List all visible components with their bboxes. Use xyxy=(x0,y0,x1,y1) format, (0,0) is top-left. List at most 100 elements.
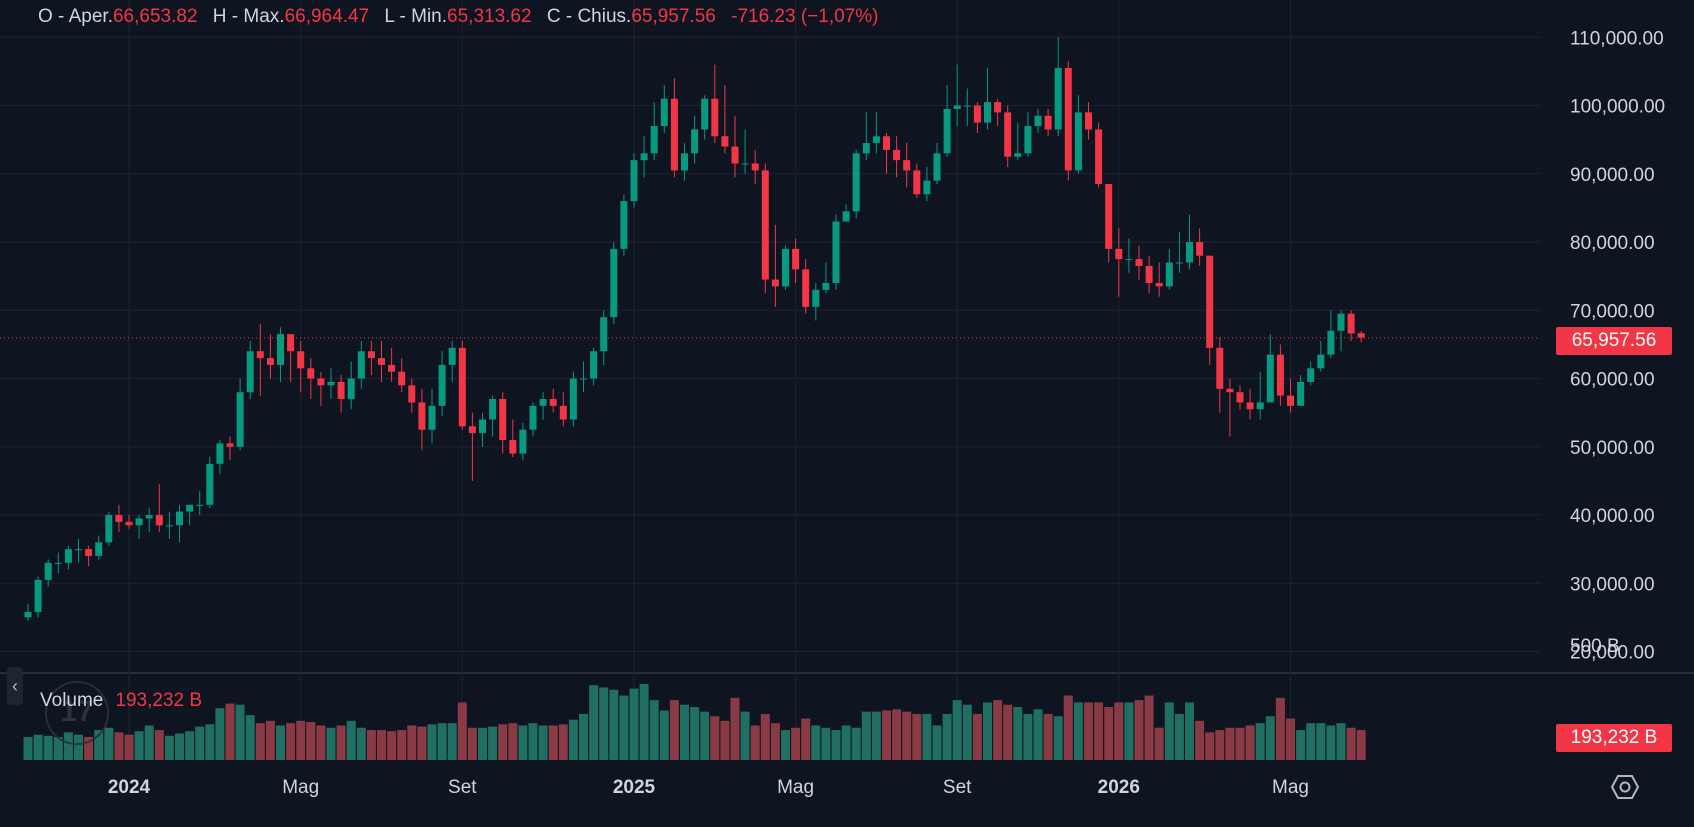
axes: 110,000.00 100,000.00 90,000.00 80,000.00 70… xyxy=(108,28,1665,798)
candle-body xyxy=(236,392,244,447)
candle-body xyxy=(832,221,840,283)
candle-body xyxy=(1095,129,1103,185)
volume-bar xyxy=(195,726,205,760)
volume-bar xyxy=(326,727,336,760)
volume-bar xyxy=(1174,713,1184,760)
volume-bar xyxy=(1195,720,1205,760)
x-tick-label: Set xyxy=(448,777,477,798)
collapse-pane-button[interactable]: ‹ xyxy=(7,667,23,705)
volume-value: 193,232 B xyxy=(115,690,203,711)
candle-body xyxy=(620,201,628,249)
candle-body xyxy=(1175,262,1183,264)
y-tick-label: 80,000.00 xyxy=(1570,233,1655,254)
volume-bar xyxy=(831,730,841,760)
volume-bar xyxy=(1215,730,1225,760)
volume-bar xyxy=(579,713,588,760)
candle-body xyxy=(519,429,527,454)
last-volume-tag: 193,232 B xyxy=(1556,724,1672,752)
volume-bar xyxy=(387,731,397,760)
candle-body xyxy=(438,364,446,406)
volume-bar xyxy=(690,707,700,760)
candle-body xyxy=(1105,184,1113,249)
candle-body xyxy=(539,399,547,406)
volume-bar xyxy=(74,734,83,760)
volume-bar xyxy=(53,736,63,760)
candle-body xyxy=(842,211,850,222)
volume-axis-tick: 500 B xyxy=(1570,636,1620,657)
volume-bar xyxy=(478,727,487,760)
volume-bar xyxy=(871,711,881,760)
volume-bar xyxy=(488,726,498,760)
volume-bar xyxy=(912,713,922,760)
candle-body xyxy=(327,381,335,386)
volume-bar xyxy=(356,727,366,760)
volume-bar xyxy=(1205,732,1215,760)
candle-body xyxy=(44,562,52,580)
volume-bar xyxy=(1073,702,1083,760)
volume-bar xyxy=(861,711,871,760)
candle-body xyxy=(1155,282,1163,287)
volume-bar xyxy=(942,713,952,760)
volume-bar xyxy=(84,736,94,760)
candle-body xyxy=(1145,265,1153,283)
candle-body xyxy=(165,525,173,527)
volume-bar xyxy=(528,723,538,760)
volume-bar xyxy=(892,709,902,760)
volume-bar xyxy=(649,700,659,760)
volume-bar xyxy=(255,723,265,760)
volume-bar xyxy=(1275,697,1285,760)
volume-bar xyxy=(164,735,174,760)
candle-body xyxy=(741,163,749,165)
volume-bar xyxy=(447,723,457,760)
volume-bar xyxy=(1043,713,1053,760)
volume-bars xyxy=(23,684,1366,760)
volume-bar xyxy=(770,723,780,760)
volume-bar xyxy=(1154,727,1164,760)
candle-body xyxy=(721,136,729,147)
volume-bar xyxy=(922,713,932,760)
volume-bar xyxy=(609,689,619,760)
candle-body xyxy=(186,504,194,512)
candle-body xyxy=(196,504,204,506)
volume-bar xyxy=(740,711,750,760)
volume-bar xyxy=(508,723,518,760)
volume-bar xyxy=(205,724,215,760)
candle-body xyxy=(85,549,93,556)
candle-body xyxy=(903,160,911,171)
volume-bar xyxy=(952,700,962,760)
x-tick-label: Mag xyxy=(777,777,814,798)
volume-bar xyxy=(1185,702,1194,760)
candle-body xyxy=(913,170,921,195)
volume-bar xyxy=(1164,702,1174,760)
candle-body xyxy=(872,136,880,144)
volume-bar xyxy=(316,725,326,760)
volume-bar xyxy=(669,700,679,760)
candle-body xyxy=(408,385,416,403)
volume-bar xyxy=(811,725,821,760)
open-label: O - Aper. xyxy=(38,6,113,27)
volume-bar xyxy=(407,725,417,760)
volume-bar xyxy=(548,725,558,760)
volume-bar xyxy=(1053,716,1063,760)
volume-bar xyxy=(1114,702,1124,760)
volume-bar xyxy=(498,724,508,760)
tradingview-logo: 17 xyxy=(45,681,109,745)
candle-body xyxy=(418,402,426,430)
volume-bar xyxy=(538,725,548,760)
high-label: H - Max. xyxy=(212,6,285,27)
candle-body xyxy=(782,248,789,287)
volume-bar xyxy=(185,731,195,760)
volume-bar xyxy=(144,725,154,760)
volume-bar xyxy=(296,720,306,760)
volume-bar xyxy=(63,732,73,760)
candle-body xyxy=(489,399,497,420)
x-tick-label: Mag xyxy=(282,777,319,798)
candle-body xyxy=(1085,112,1092,130)
candle-body xyxy=(1044,115,1052,130)
candle-body xyxy=(1256,402,1264,410)
volume-bar xyxy=(457,702,467,760)
settings-icon[interactable] xyxy=(1610,772,1640,802)
candle-body xyxy=(1347,313,1355,334)
